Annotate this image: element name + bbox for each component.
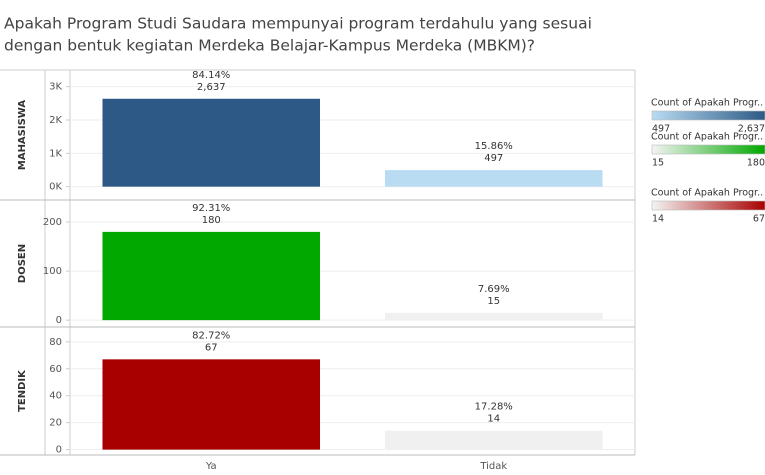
legend-title: Count of Apakah Progr.. bbox=[651, 188, 763, 199]
legend-title: Count of Apakah Progr.. bbox=[651, 132, 763, 143]
y-tick-label: 200 bbox=[43, 217, 62, 228]
chart-title: dengan bentuk kegiatan Merdeka Belajar-K… bbox=[4, 37, 535, 55]
data-label: 67 bbox=[205, 342, 218, 353]
bar bbox=[102, 359, 321, 450]
row-label: TENDIK bbox=[17, 369, 28, 412]
bar bbox=[384, 430, 603, 450]
legend-label: 2,637 bbox=[738, 124, 765, 135]
percent-label: 7.69% bbox=[478, 284, 510, 295]
bar bbox=[384, 170, 603, 187]
x-tick-label: Ya bbox=[205, 461, 217, 472]
legend-label: 180 bbox=[747, 158, 765, 169]
percent-label: 17.28% bbox=[475, 402, 513, 413]
data-label: 180 bbox=[202, 215, 221, 226]
bar bbox=[102, 231, 321, 321]
data-label: 15 bbox=[487, 296, 500, 307]
data-label: 2,637 bbox=[197, 82, 226, 93]
bar bbox=[102, 98, 321, 187]
row-label: DOSEN bbox=[17, 244, 28, 283]
data-label: 497 bbox=[484, 153, 503, 164]
y-tick-label: 20 bbox=[49, 418, 62, 429]
y-tick-label: 40 bbox=[49, 391, 62, 402]
percent-label: 82.72% bbox=[192, 330, 230, 341]
y-tick-label: 2K bbox=[49, 115, 62, 126]
x-tick-label: Tidak bbox=[479, 461, 507, 472]
percent-label: 92.31% bbox=[192, 203, 230, 214]
bar bbox=[384, 312, 603, 321]
row-label: MAHASISWA bbox=[17, 100, 28, 171]
chart-title: Apakah Program Studi Saudara mempunyai p… bbox=[4, 15, 592, 33]
data-label: 14 bbox=[487, 414, 500, 425]
y-tick-label: 0 bbox=[56, 445, 62, 456]
percent-label: 84.14% bbox=[192, 70, 230, 81]
y-tick-label: 0 bbox=[56, 315, 62, 326]
y-tick-label: 100 bbox=[43, 266, 62, 277]
legend-ramp bbox=[651, 144, 765, 155]
legend-title: Count of Apakah Progr.. bbox=[651, 98, 763, 109]
legend-ramp bbox=[651, 200, 765, 211]
y-tick-label: 1K bbox=[49, 148, 62, 159]
legend-label: 497 bbox=[652, 124, 670, 135]
legend-label: 67 bbox=[753, 214, 765, 225]
legend-ramp bbox=[651, 110, 765, 121]
percent-label: 15.86% bbox=[475, 141, 513, 152]
legend-label: 15 bbox=[652, 158, 664, 169]
y-tick-label: 0K bbox=[49, 182, 62, 193]
y-tick-label: 60 bbox=[49, 364, 62, 375]
y-tick-label: 3K bbox=[49, 82, 62, 93]
y-tick-label: 80 bbox=[49, 337, 62, 348]
legend-label: 14 bbox=[652, 214, 664, 225]
